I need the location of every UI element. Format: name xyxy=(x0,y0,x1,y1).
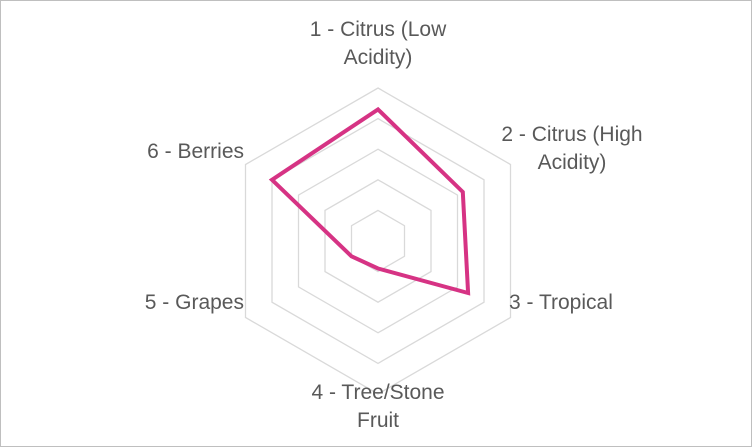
axis-label-2-line-1: 2 - Citrus (High xyxy=(501,123,642,146)
axis-label-2: 2 - Citrus (High Acidity) xyxy=(501,123,642,174)
axis-label-4-line-2: Fruit xyxy=(357,409,399,432)
axis-label-3: 3 - Tropical xyxy=(509,291,613,314)
radar-grid xyxy=(244,87,512,395)
series-line-1 xyxy=(268,106,471,296)
axis-label-5-line-1: 5 - Grapes xyxy=(145,291,244,314)
axis-label-2-line-2: Acidity) xyxy=(538,151,607,174)
axis-label-1-line-2: Acidity) xyxy=(344,46,413,69)
axis-label-1-line-1: 1 - Citrus (Low xyxy=(310,18,447,41)
axis-label-3-line-1: 3 - Tropical xyxy=(509,291,613,314)
grid-ring-4 xyxy=(271,117,485,365)
axis-label-6: 6 - Berries xyxy=(147,140,244,163)
axis-label-1: 1 - Citrus (Low Acidity) xyxy=(310,18,447,69)
axis-label-5: 5 - Grapes xyxy=(145,291,244,314)
axis-label-6-line-1: 6 - Berries xyxy=(147,140,244,163)
grid-ring-2 xyxy=(324,179,432,303)
axis-label-4: 4 - Tree/Stone Fruit xyxy=(311,381,444,432)
grid-ring-1 xyxy=(350,209,406,273)
grid-ring-5 xyxy=(244,87,512,395)
axis-labels: 1 - Citrus (Low Acidity) 2 - Citrus (High A… xyxy=(145,18,643,432)
grid-ring-3 xyxy=(297,148,459,334)
axis-label-4-line-1: 4 - Tree/Stone xyxy=(311,381,444,404)
series-layer xyxy=(268,106,471,296)
